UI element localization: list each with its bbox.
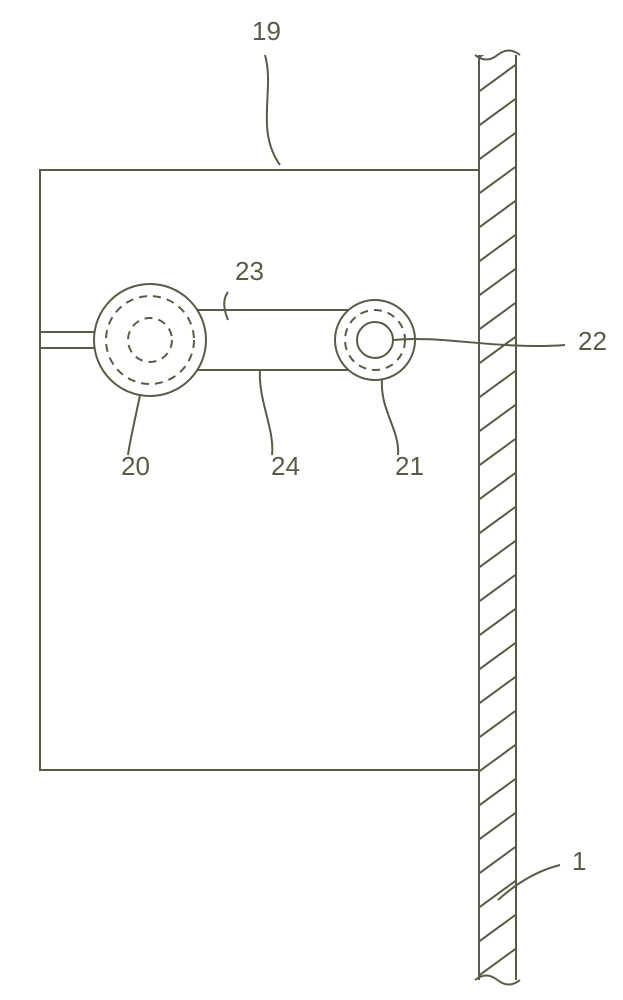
label-l24: 24 — [271, 451, 300, 481]
leader-l22: 22 — [394, 326, 607, 356]
leader-l1: 1 — [498, 846, 586, 900]
wall-hatching — [477, 0, 518, 1000]
label-l21: 21 — [395, 451, 424, 481]
leader-l21: 21 — [382, 380, 424, 481]
leader-l24: 24 — [260, 370, 300, 481]
diagram-canvas: 19 23 22 24 21 20 1 — [0, 0, 623, 1000]
label-l22: 22 — [578, 326, 607, 356]
label-l1: 1 — [572, 846, 586, 876]
label-l20: 20 — [121, 451, 150, 481]
leader-l20: 20 — [121, 395, 150, 481]
pulley-left — [94, 284, 206, 396]
wall — [475, 0, 520, 1000]
label-l23: 23 — [235, 256, 264, 286]
label-l19: 19 — [252, 16, 281, 46]
leader-l19: 19 — [252, 16, 281, 165]
